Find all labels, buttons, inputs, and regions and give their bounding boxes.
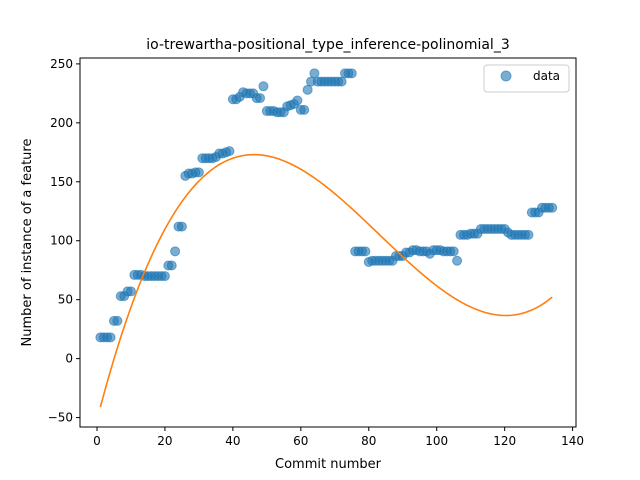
data-point: [170, 246, 181, 257]
data-point: [292, 95, 303, 106]
x-tick-label: 0: [93, 434, 101, 448]
chart-title: io-trewartha-positional_type_inference-p…: [146, 37, 509, 53]
y-axis-label: Number of instance of a feature: [20, 139, 35, 347]
y-tick-label: 50: [58, 293, 73, 307]
y-tick-label: −50: [48, 411, 73, 425]
data-point: [176, 221, 187, 232]
data-point: [224, 146, 235, 157]
x-tick-label: 140: [561, 434, 584, 448]
y-tick-label: 100: [50, 234, 73, 248]
legend: data: [483, 64, 570, 93]
data-point: [112, 315, 123, 326]
data-point: [360, 246, 371, 257]
x-tick-label: 40: [225, 434, 240, 448]
x-tick-label: 60: [293, 434, 308, 448]
data-point: [309, 68, 320, 79]
data-point: [448, 246, 459, 257]
y-axis-ticks: −50 0 50 100 150 200 250: [48, 57, 80, 425]
x-tick-label: 120: [493, 434, 516, 448]
data-point: [159, 271, 170, 282]
x-tick-label: 20: [157, 434, 172, 448]
x-axis-ticks: 0 20 40 60 80 100 120 140: [93, 427, 584, 448]
y-tick-label: 0: [65, 352, 73, 366]
y-tick-label: 200: [50, 116, 73, 130]
data-point: [346, 68, 357, 79]
data-point: [255, 93, 266, 104]
data-point: [125, 286, 136, 297]
data-point: [547, 202, 558, 213]
data-point: [523, 229, 534, 240]
fit-line: [99, 153, 553, 408]
plot-area: [95, 68, 558, 408]
y-tick-label: 150: [50, 175, 73, 189]
data-point: [452, 255, 463, 266]
data-point: [193, 167, 204, 178]
legend-marker-data: [500, 70, 512, 82]
x-tick-label: 80: [361, 434, 376, 448]
data-point: [336, 76, 347, 87]
axes-frame: [79, 57, 577, 428]
data-point: [302, 84, 313, 95]
data-point: [299, 104, 310, 115]
data-point: [166, 260, 177, 271]
data-point: [258, 81, 269, 92]
x-axis-label: Commit number: [275, 457, 382, 472]
x-tick-label: 100: [425, 434, 448, 448]
y-tick-label: 250: [50, 57, 73, 71]
data-point: [105, 332, 116, 343]
legend-label-data: data: [533, 69, 560, 83]
